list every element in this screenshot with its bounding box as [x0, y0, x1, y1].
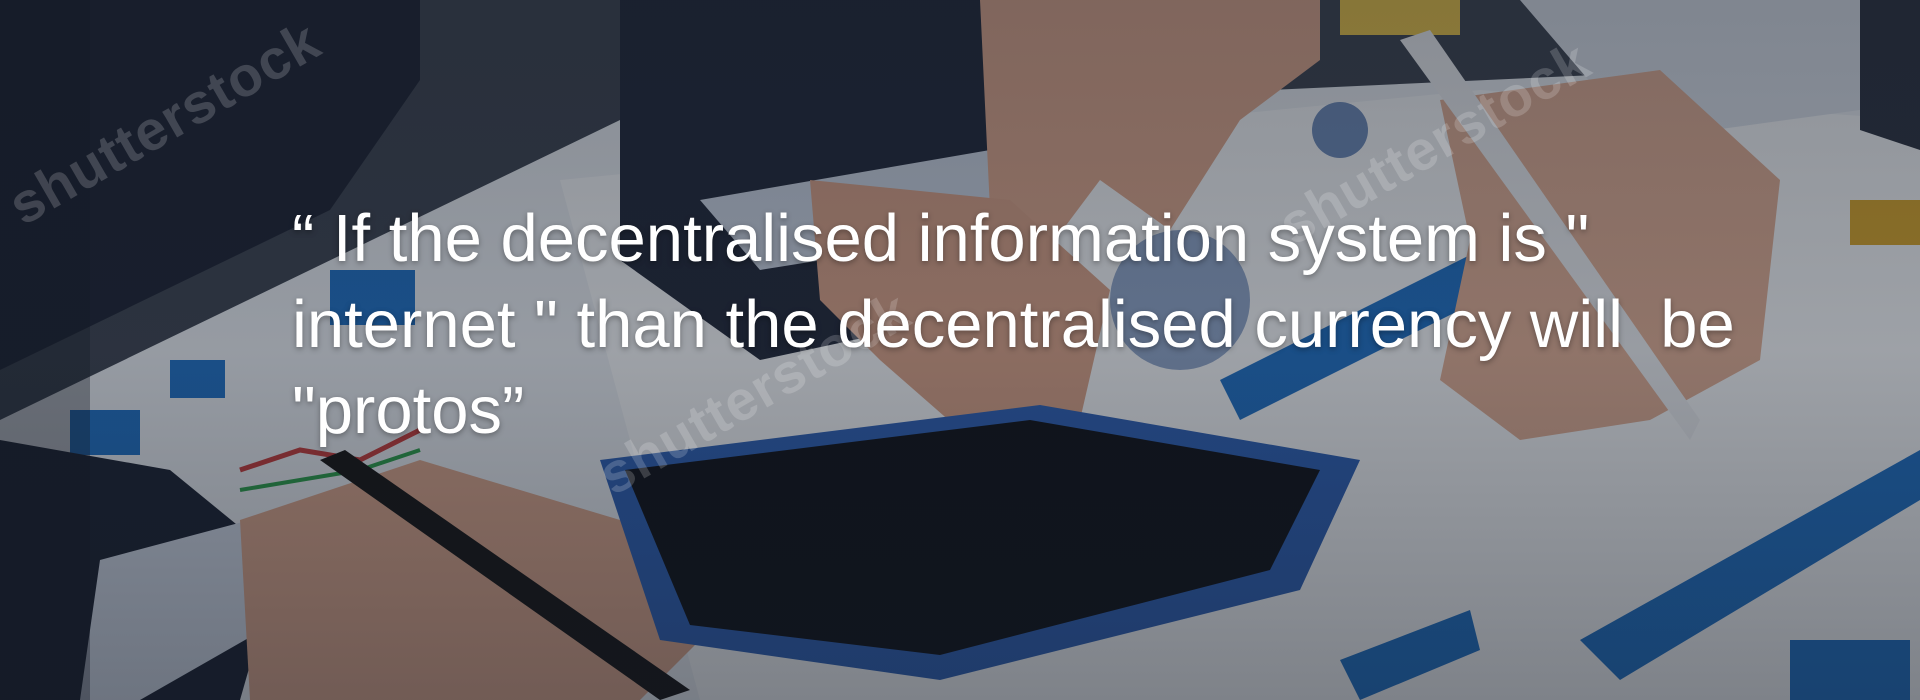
hero-quote: “ If the decentralised information syste…: [292, 196, 1792, 454]
quote-line-1: “ If the decentralised information syste…: [292, 201, 1590, 276]
quote-line-2: internet " than the decentralised curren…: [292, 287, 1735, 362]
quote-line-3: "protos”: [292, 373, 525, 448]
